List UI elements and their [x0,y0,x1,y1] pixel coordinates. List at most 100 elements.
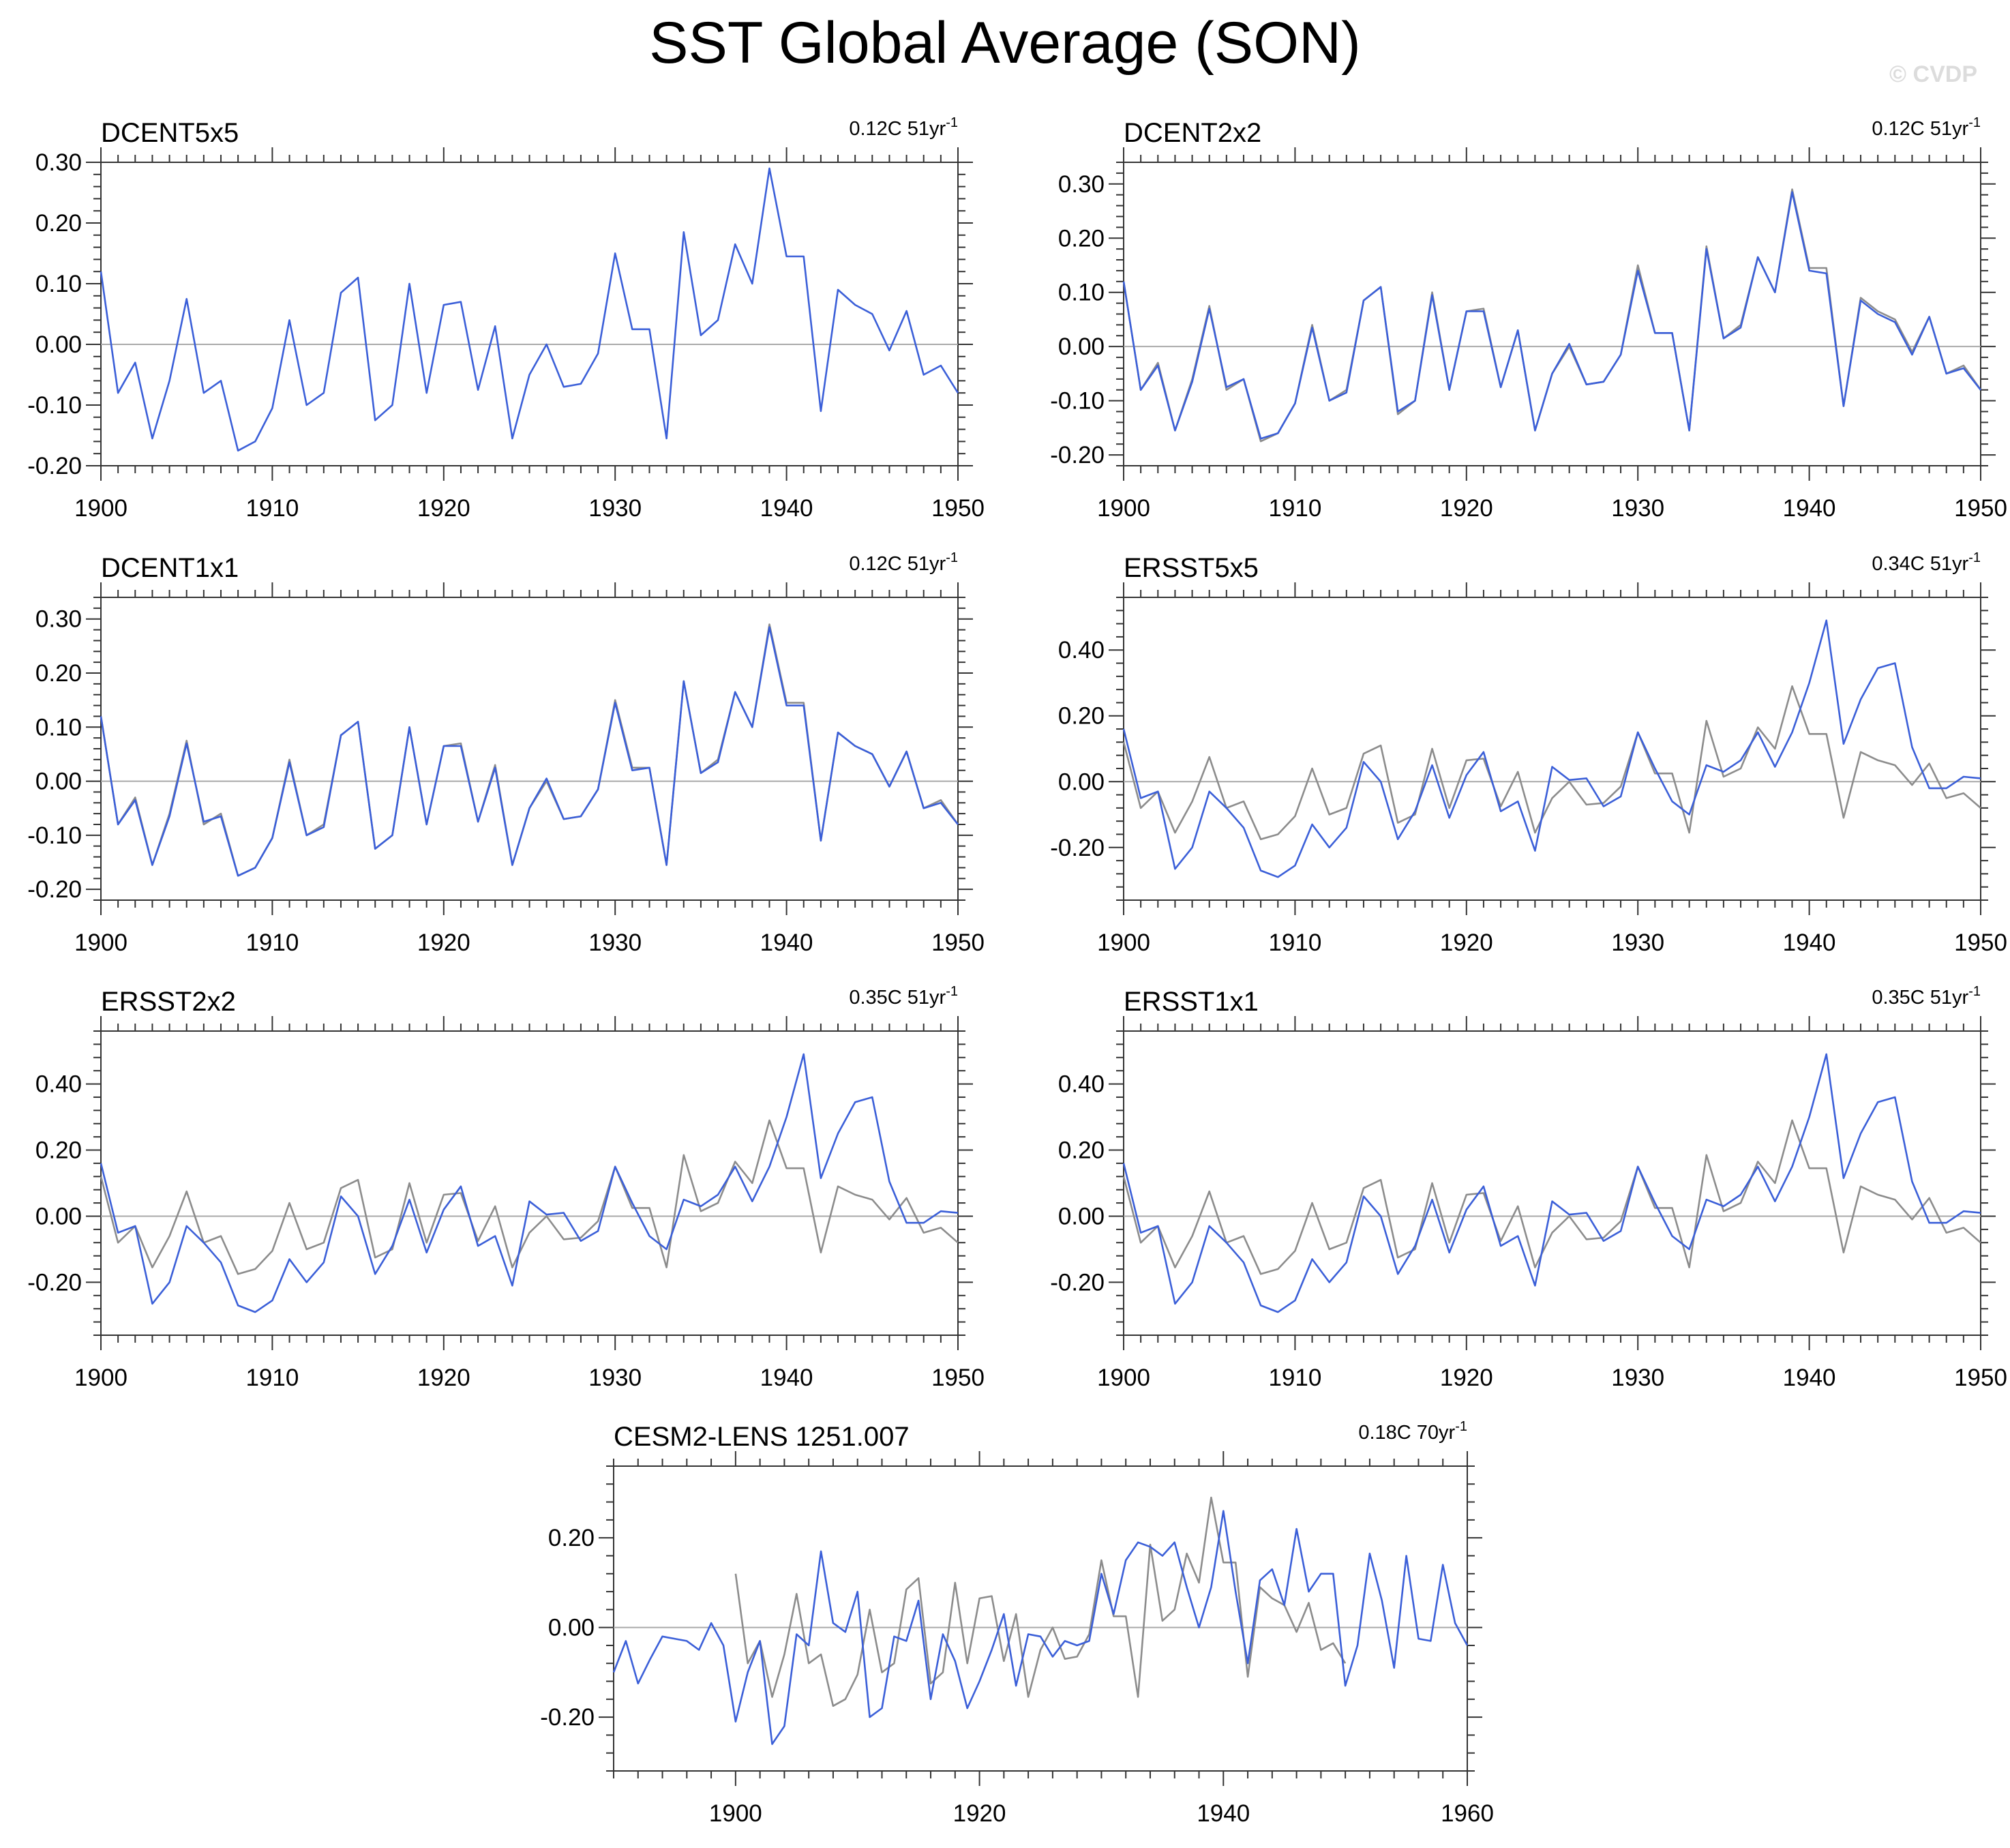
model-series-line [100,167,959,452]
y-tick-label: 0.20 [35,660,82,687]
trend-exponent: -1 [946,115,958,130]
x-tick-label: 1920 [953,1800,1006,1827]
y-tick-label: 0.20 [1058,1137,1105,1164]
model-series-line [1122,619,1981,878]
y-tick-label: 0.20 [1058,703,1105,730]
trend-exponent: -1 [946,984,958,999]
trend-label: 0.35C 51yr-1 [1872,984,1981,1009]
y-tick-label: -0.20 [1050,442,1105,468]
reference-series-line [734,1496,1347,1707]
y-tick-label: 0.20 [1058,225,1105,252]
y-tick-label: -0.10 [27,822,82,849]
y-tick-label: 0.10 [1058,280,1105,306]
panel-title: CESM2-LENS 1251.007 [614,1422,910,1452]
trend-label: 0.18C 70yr-1 [1358,1419,1467,1444]
x-tick-label: 1950 [1954,929,2007,956]
x-tick-label: 1900 [1097,495,1150,522]
y-tick-label: 0.40 [35,1071,82,1098]
y-tick-label: 0.00 [1058,333,1105,360]
x-tick-label: 1900 [709,1800,762,1827]
panel-title: DCENT5x5 [101,118,239,148]
panel-6: ERSST1x1 0.35C 51yr-1 1900 1910 1920 1930 1940… [1050,984,2007,1391]
trend-value: 0.34C 51yr [1872,553,1968,575]
model-series-line [1122,1053,1981,1313]
model-series-line [100,626,959,877]
y-tick-label: 0.00 [548,1615,595,1641]
plot-frame [100,1030,959,1336]
x-tick-label: 1930 [1611,1365,1664,1391]
panel-3: DCENT1x1 0.12C 51yr-1 1900 1910 1920 1930 1940… [27,550,985,956]
x-tick-label: 1920 [417,495,470,522]
x-tick-label: 1940 [760,1365,813,1391]
trend-label: 0.12C 51yr-1 [849,550,958,575]
y-tick-label: -0.20 [1050,835,1105,861]
x-tick-label: 1910 [1268,1365,1321,1391]
trend-value: 0.12C 51yr [849,553,946,575]
y-tick-label: 0.20 [35,210,82,237]
x-tick-label: 1900 [74,495,127,522]
x-tick-label: 1940 [760,495,813,522]
x-tick-label: 1900 [74,1365,127,1391]
cvdp-watermark: © CVDP [1889,61,1977,87]
reference-series-line [1122,1119,1981,1275]
y-tick-label: 0.00 [35,769,82,795]
panel-5: ERSST2x2 0.35C 51yr-1 1900 1910 1920 1930 1940… [27,984,985,1391]
panel-title: ERSST1x1 [1124,987,1259,1017]
x-tick-label: 1950 [931,929,985,956]
x-tick-label: 1930 [588,1365,642,1391]
y-tick-label: 0.20 [548,1525,595,1551]
y-tick-label: 0.10 [35,271,82,297]
reference-series-line [1122,188,1982,443]
x-tick-label: 1910 [1268,495,1321,522]
x-tick-label: 1950 [1954,495,2007,522]
y-tick-label: 0.30 [1058,171,1105,198]
trend-exponent: -1 [946,550,958,565]
x-tick-label: 1930 [588,929,642,956]
trend-label: 0.34C 51yr-1 [1872,550,1981,575]
x-tick-label: 1910 [245,495,299,522]
x-tick-label: 1910 [245,929,299,956]
x-tick-label: 1940 [1783,495,1836,522]
y-tick-label: 0.00 [1058,769,1105,795]
x-tick-label: 1910 [1268,929,1321,956]
y-tick-label: 0.00 [35,331,82,358]
y-tick-label: -0.10 [27,392,82,419]
plot-frame [100,162,959,466]
x-tick-label: 1920 [1440,1365,1493,1391]
panel-4: ERSST5x5 0.34C 51yr-1 1900 1910 1920 1930 1940… [1050,550,2007,956]
y-tick-label: -0.20 [1050,1269,1105,1296]
trend-label: 0.12C 51yr-1 [849,115,958,140]
trend-value: 0.12C 51yr [849,118,946,140]
model-series-line [1122,191,1982,440]
x-tick-label: 1940 [760,929,813,956]
y-tick-label: 0.30 [35,149,82,176]
x-tick-label: 1930 [1611,929,1664,956]
plot-frame [100,597,959,901]
trend-value: 0.18C 70yr [1358,1422,1455,1444]
y-tick-label: 0.00 [1058,1203,1105,1229]
panel-title: DCENT1x1 [101,553,239,583]
x-tick-label: 1950 [931,495,985,522]
figure-title: SST Global Average (SON) [649,10,1361,76]
plot-frame [1123,597,1981,901]
panel-title: ERSST5x5 [1124,553,1259,583]
y-tick-label: 0.20 [35,1137,82,1164]
x-tick-label: 1940 [1197,1800,1250,1827]
x-tick-label: 1940 [1783,1365,1836,1391]
x-tick-label: 1930 [588,495,642,522]
trend-value: 0.12C 51yr [1872,118,1968,140]
panel-2: DCENT2x2 0.12C 51yr-1 1900 1910 1920 1930 1940… [1050,115,2007,522]
trend-exponent: -1 [1455,1419,1467,1434]
trend-label: 0.12C 51yr-1 [1872,115,1981,140]
x-tick-label: 1900 [1097,929,1150,956]
panel-title: ERSST2x2 [101,987,236,1017]
reference-series-line [100,1119,959,1275]
panel-1: DCENT5x5 0.12C 51yr-1 1900 1910 1920 1930 1940… [27,115,985,522]
x-tick-label: 1920 [1440,929,1493,956]
y-tick-label: -0.20 [27,453,82,479]
x-tick-label: 1930 [1611,495,1664,522]
trend-exponent: -1 [1968,984,1981,999]
model-series-line [612,1510,1469,1745]
plot-frame [1123,1030,1981,1336]
